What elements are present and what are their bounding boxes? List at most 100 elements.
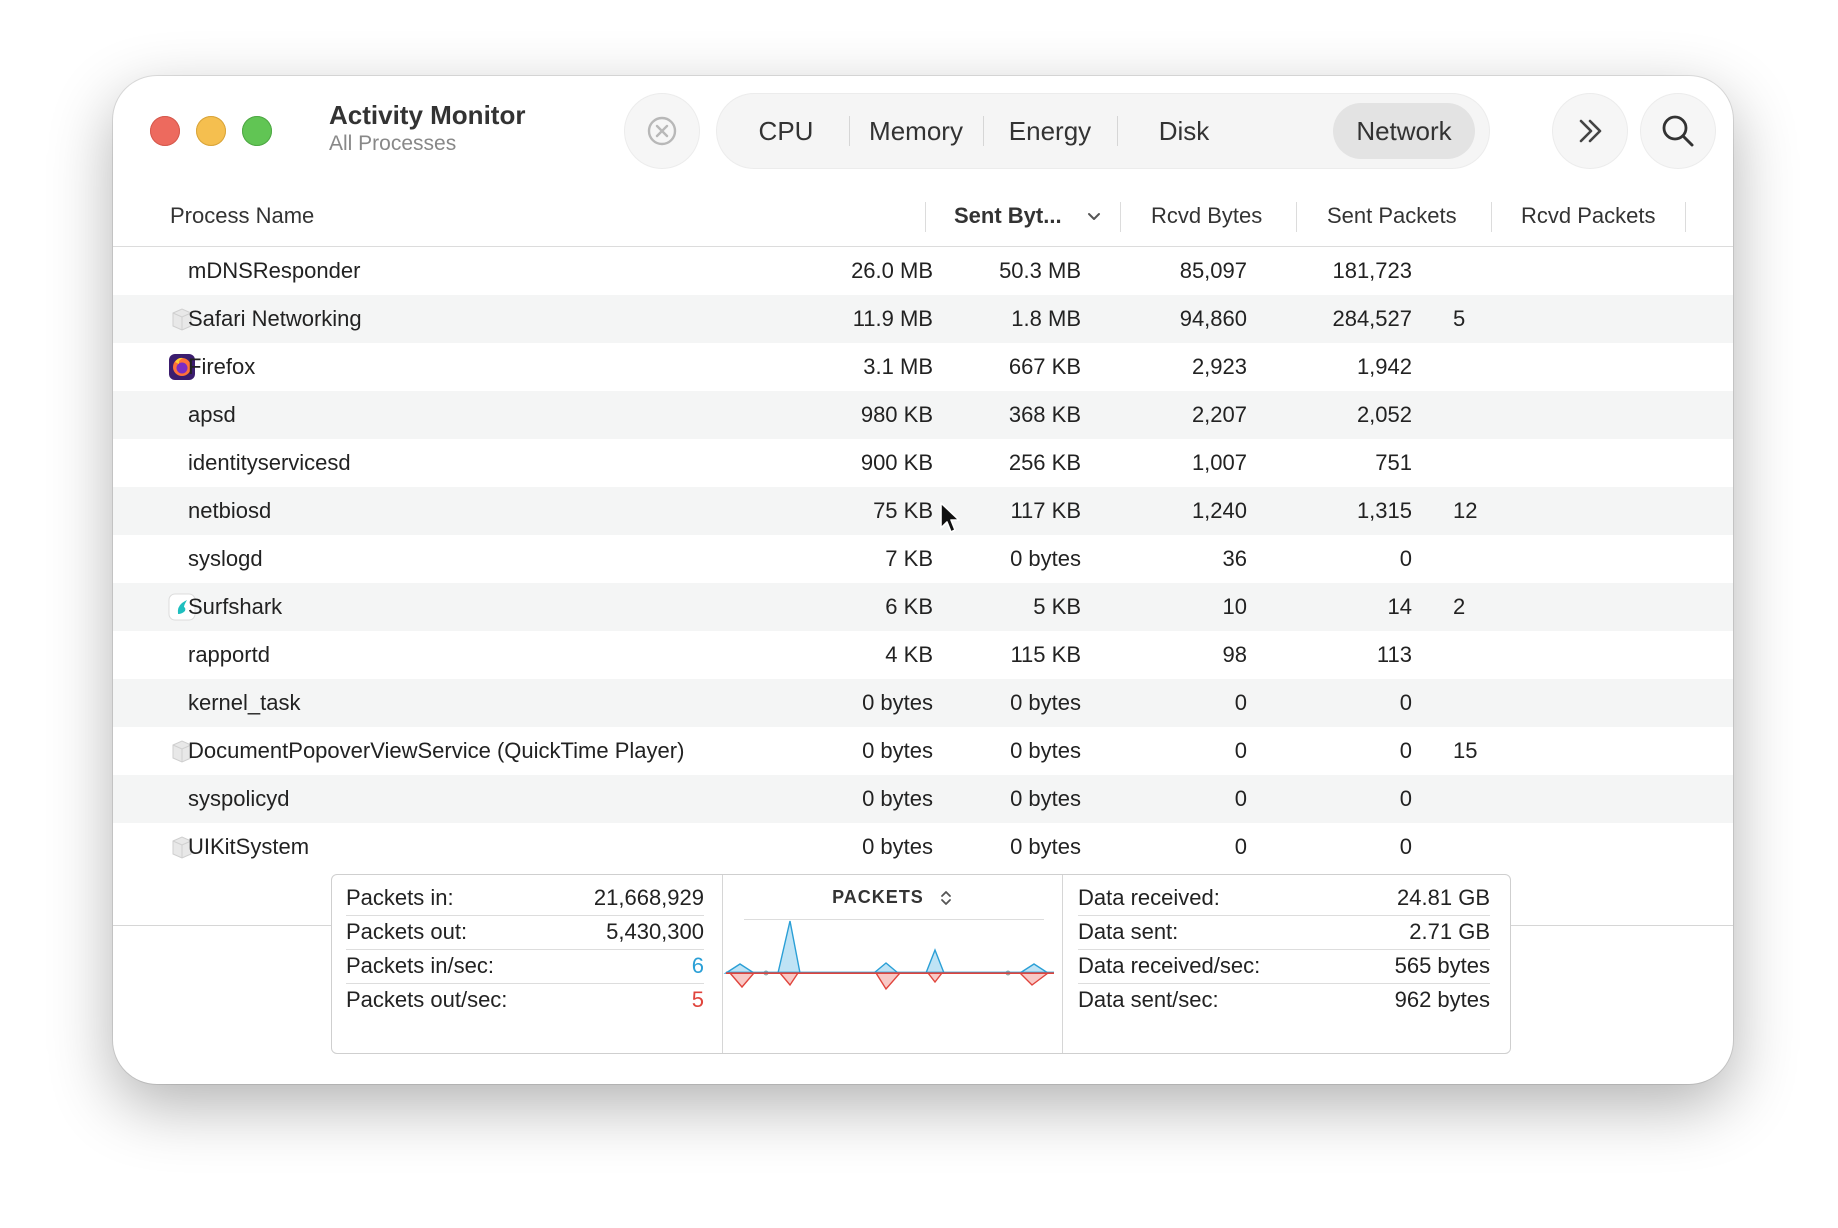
tab-network[interactable]: Network bbox=[1333, 103, 1475, 159]
cell-sent-bytes: 7 KB bbox=[885, 546, 933, 571]
surfshark-icon bbox=[168, 593, 196, 621]
summary-stat-label: Packets in/sec: bbox=[346, 953, 494, 978]
cell-rcvd-packets: 0 bbox=[1399, 738, 1412, 763]
cell-rcvd-bytes: 1.8 MB bbox=[1011, 306, 1081, 331]
cell-next-column-partial: 5 bbox=[1453, 306, 1466, 331]
cell-rcvd-packets: 181,723 bbox=[1332, 258, 1412, 283]
toolbar: Activity Monitor All Processes CPU Memor… bbox=[113, 76, 1733, 186]
cell-rcvd-bytes: 117 KB bbox=[1010, 498, 1081, 523]
cell-sent-bytes: 0 bytes bbox=[862, 738, 933, 763]
cell-next-column-partial: 12 bbox=[1453, 498, 1478, 523]
search-button[interactable] bbox=[1641, 94, 1715, 168]
table-row[interactable]: syspolicyd 0 bytes 0 bytes 0 0 bbox=[113, 775, 1733, 823]
column-header-rcvd-packets[interactable]: Rcvd Packets bbox=[1521, 203, 1656, 228]
cell-process-name: Surfshark bbox=[188, 594, 283, 619]
cell-process-name: mDNSResponder bbox=[188, 258, 361, 283]
summary-stat-value: 6 bbox=[691, 953, 704, 978]
packets-graph-pane[interactable]: PACKETS bbox=[722, 875, 1062, 1053]
column-separator[interactable] bbox=[1491, 202, 1492, 232]
cell-rcvd-bytes: 0 bytes bbox=[1010, 738, 1081, 763]
table-row[interactable]: UIKitSystem 0 bytes 0 bytes 0 0 bbox=[113, 823, 1733, 859]
summary-stat-label: Data sent/sec: bbox=[1078, 987, 1219, 1012]
cell-sent-bytes: 26.0 MB bbox=[851, 258, 933, 283]
graph-title-text: PACKETS bbox=[832, 887, 924, 907]
column-separator[interactable] bbox=[1685, 202, 1686, 232]
cell-rcvd-bytes: 0 bytes bbox=[1010, 690, 1081, 715]
cell-sent-bytes: 75 KB bbox=[873, 498, 933, 523]
cell-rcvd-packets: 113 bbox=[1376, 642, 1412, 667]
graph-title[interactable]: PACKETS bbox=[722, 885, 1062, 909]
cell-sent-packets: 2,207 bbox=[1191, 402, 1247, 427]
summary-stat-value: 24.81 GB bbox=[1397, 885, 1490, 910]
table-row[interactable]: apsd 980 KB 368 KB 2,207 2,052 bbox=[113, 391, 1733, 439]
table-row[interactable]: rapportd 4 KB 115 KB 98 113 bbox=[113, 631, 1733, 679]
cell-rcvd-bytes: 256 KB bbox=[1008, 450, 1081, 475]
more-toolbar-items-button[interactable] bbox=[1553, 94, 1627, 168]
tab-cpu[interactable]: CPU bbox=[758, 116, 814, 146]
generic-app-icon bbox=[172, 740, 192, 763]
cell-rcvd-packets: 0 bbox=[1399, 834, 1412, 859]
table-row[interactable]: Firefox 3.1 MB 667 KB 2,923 1,942 bbox=[113, 343, 1733, 391]
cell-process-name: UIKitSystem bbox=[188, 834, 310, 859]
cell-sent-packets: 0 bbox=[1234, 738, 1247, 763]
cell-process-name: identityservicesd bbox=[188, 450, 351, 475]
column-header-sent-bytes[interactable]: Sent Byt... bbox=[954, 186, 1102, 246]
cell-sent-packets: 1,240 bbox=[1191, 498, 1247, 523]
table-row[interactable]: Safari Networking 11.9 MB 1.8 MB 94,860 284,… bbox=[113, 295, 1733, 343]
cell-sent-packets: 98 bbox=[1222, 642, 1247, 667]
tab-energy[interactable]: Energy bbox=[1008, 116, 1092, 146]
panel-divider bbox=[1062, 875, 1063, 1053]
summary-stat-label: Packets in: bbox=[346, 885, 454, 910]
column-separator[interactable] bbox=[1120, 202, 1121, 232]
table-row[interactable]: syslogd 7 KB 0 bytes 36 0 bbox=[113, 535, 1733, 583]
summary-stat-label: Data received/sec: bbox=[1078, 953, 1261, 978]
stop-process-button[interactable] bbox=[625, 94, 699, 168]
summary-stat-row: Data sent/sec: 962 bytes bbox=[1078, 983, 1490, 1017]
table-row[interactable]: kernel_task 0 bytes 0 bytes 0 0 bbox=[113, 679, 1733, 727]
minimize-window-button[interactable] bbox=[196, 116, 226, 146]
summary-stat-label: Data received: bbox=[1078, 885, 1220, 910]
close-window-button[interactable] bbox=[150, 116, 180, 146]
summary-stat-value: 565 bytes bbox=[1394, 953, 1490, 978]
tab-divider bbox=[1117, 116, 1118, 146]
tab-divider bbox=[983, 116, 984, 146]
summary-stat-row: Data received/sec: 565 bytes bbox=[1078, 949, 1490, 984]
column-separator[interactable] bbox=[925, 202, 926, 232]
cell-rcvd-bytes: 115 KB bbox=[1010, 642, 1081, 667]
tab-disk[interactable]: Disk bbox=[1158, 116, 1210, 146]
column-header-sent-packets[interactable]: Sent Packets bbox=[1327, 203, 1457, 228]
mouse-pointer-icon bbox=[940, 502, 960, 533]
table-row[interactable]: Surfshark 6 KB 5 KB 10 14 2 bbox=[113, 583, 1733, 631]
cell-rcvd-packets: 1,942 bbox=[1356, 354, 1412, 379]
zoom-window-button[interactable] bbox=[242, 116, 272, 146]
cell-rcvd-packets: 1,315 bbox=[1356, 498, 1412, 523]
table-row[interactable]: mDNSResponder 26.0 MB 50.3 MB 85,097 181,723 bbox=[113, 247, 1733, 295]
tab-memory[interactable]: Memory bbox=[869, 116, 963, 146]
table-row[interactable]: DocumentPopoverViewService (QuickTime Pl… bbox=[113, 727, 1733, 775]
column-separator[interactable] bbox=[1296, 202, 1297, 232]
chevron-up-down-icon bbox=[940, 891, 951, 906]
view-tabs: CPU Memory Energy Disk Network bbox=[717, 94, 1489, 168]
summary-stat-row: Packets in: 21,668,929 bbox=[346, 881, 704, 916]
table-row[interactable]: identityservicesd 900 KB 256 KB 1,007 751 bbox=[113, 439, 1733, 487]
column-header-rcvd-bytes[interactable]: Rcvd Bytes bbox=[1151, 203, 1263, 228]
column-header-sent-bytes-label: Sent Byt... bbox=[954, 203, 1062, 228]
summary-stat-value: 21,668,929 bbox=[593, 885, 704, 910]
cell-process-name: syslogd bbox=[188, 546, 263, 571]
cell-rcvd-bytes: 0 bytes bbox=[1010, 834, 1081, 859]
cell-rcvd-bytes: 50.3 MB bbox=[999, 258, 1081, 283]
cell-rcvd-packets: 0 bbox=[1399, 546, 1412, 571]
cell-process-name: syspolicyd bbox=[188, 786, 290, 811]
chevron-down-icon bbox=[1087, 213, 1100, 221]
process-table[interactable]: mDNSResponder 26.0 MB 50.3 MB 85,097 181,723… bbox=[113, 247, 1733, 925]
network-summary-panel: Packets in: 21,668,929 Packets out: 5,430,3… bbox=[331, 874, 1511, 1054]
process-filter-label[interactable]: All Processes bbox=[329, 132, 457, 155]
cell-process-name: rapportd bbox=[188, 642, 270, 667]
packets-in-series bbox=[723, 920, 1051, 976]
summary-stat-value: 2.71 GB bbox=[1409, 919, 1490, 944]
chevron-double-right-icon bbox=[1579, 119, 1602, 143]
table-row[interactable]: netbiosd 75 KB 117 KB 1,240 1,315 12 bbox=[113, 487, 1733, 535]
cell-rcvd-packets: 14 bbox=[1387, 594, 1412, 619]
column-header-process-name[interactable]: Process Name bbox=[170, 203, 315, 228]
cell-process-name: Firefox bbox=[188, 354, 256, 379]
